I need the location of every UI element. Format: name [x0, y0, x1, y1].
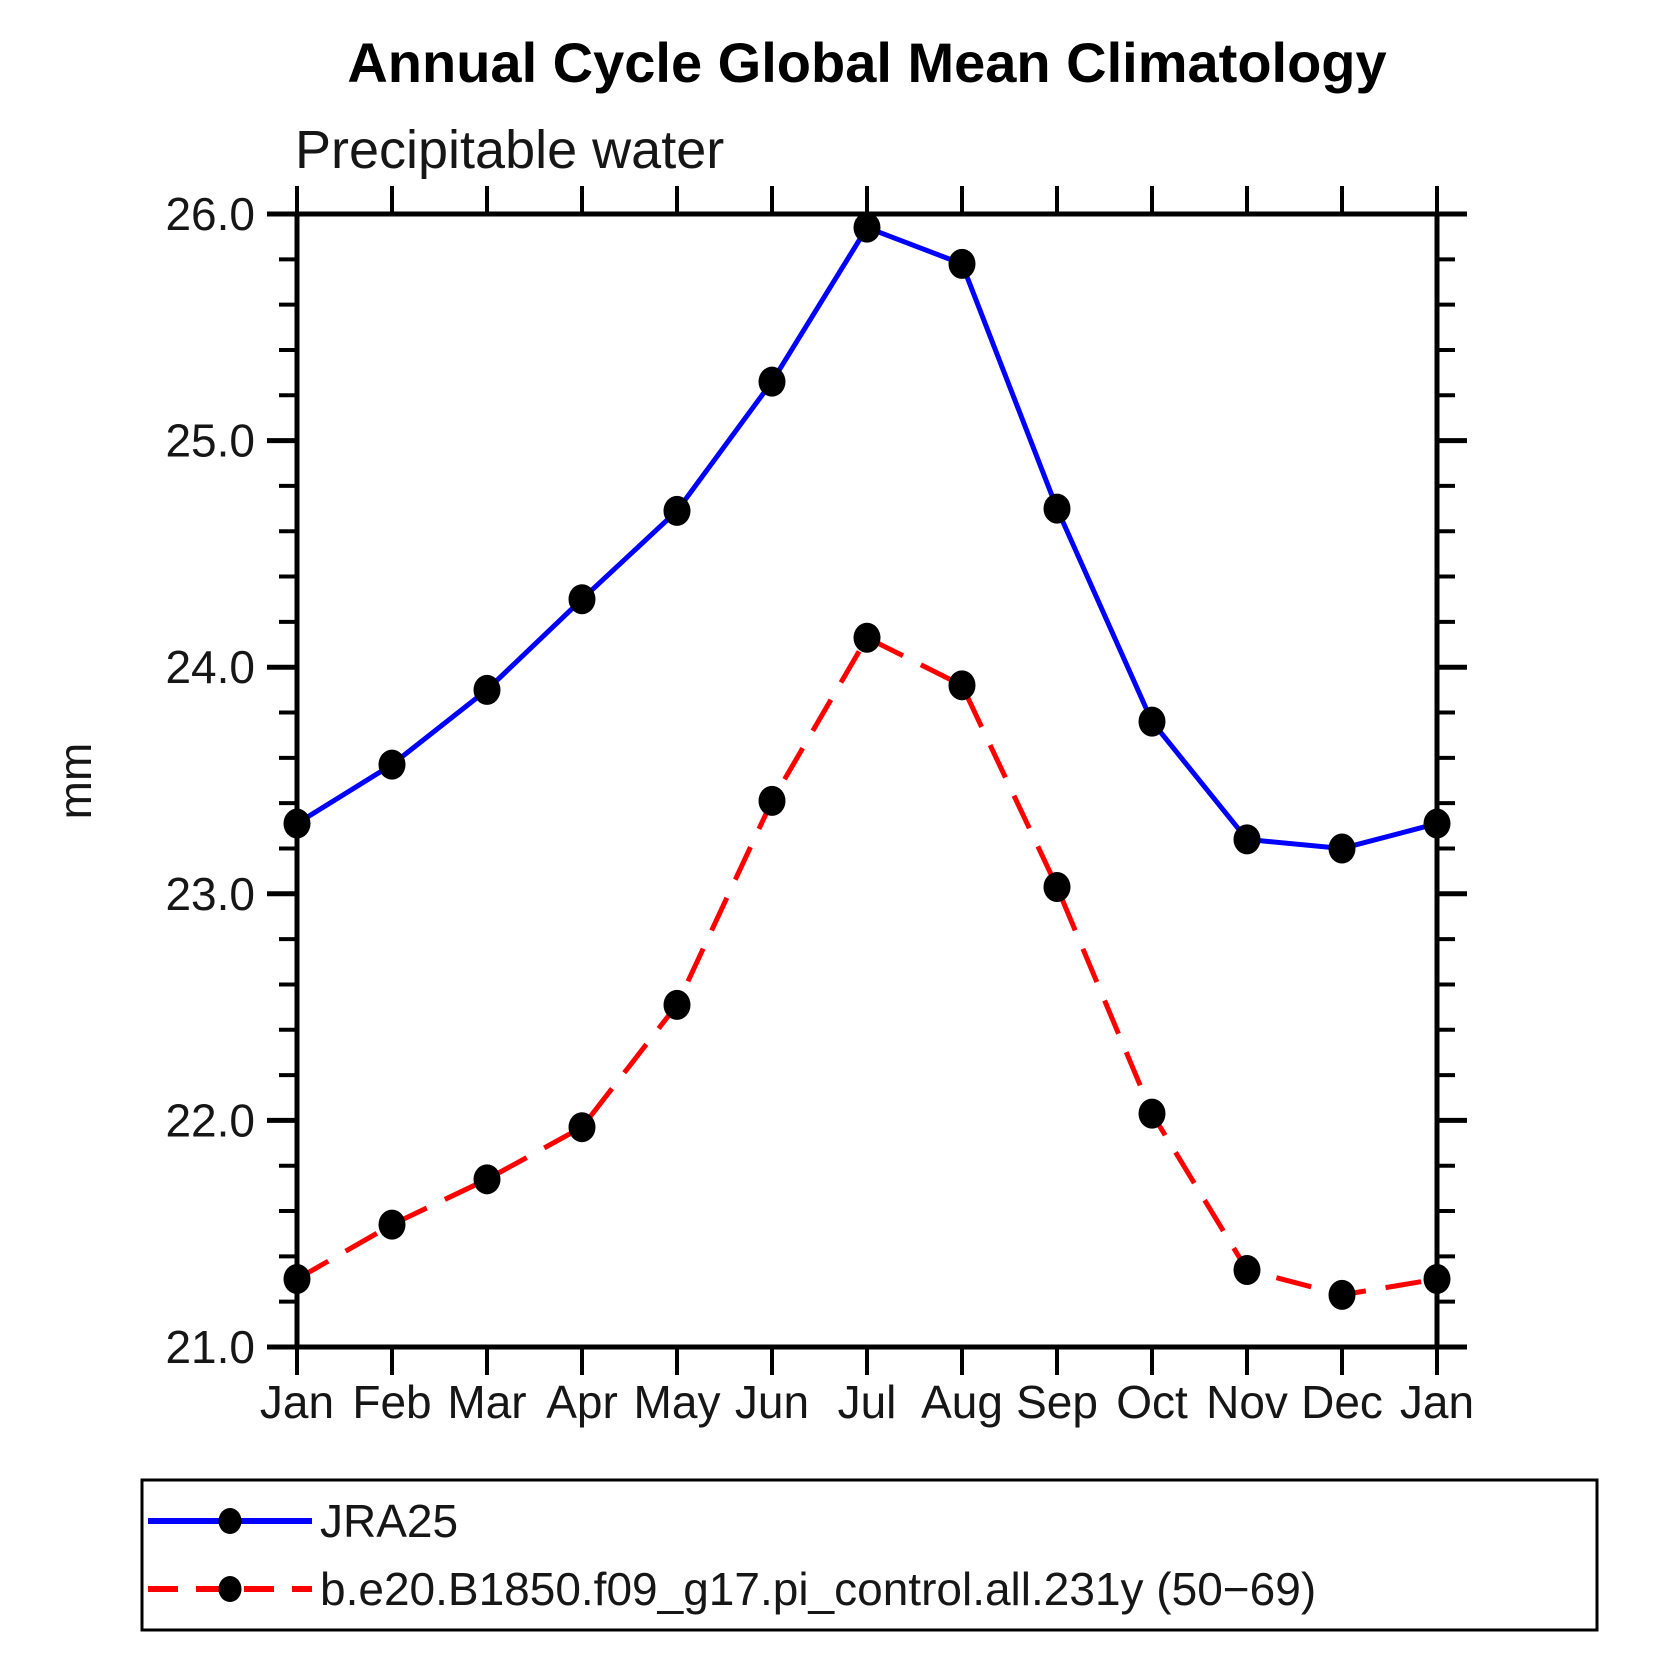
series-0-marker [853, 212, 881, 243]
y-tick-label: 24.0 [165, 641, 255, 693]
x-tick-label: Apr [546, 1376, 618, 1428]
series-0-marker [1138, 706, 1166, 737]
series-0-marker [378, 749, 406, 780]
x-tick-label: Aug [921, 1376, 1003, 1428]
x-tick-label: Jun [735, 1376, 809, 1428]
series-1-marker [1138, 1098, 1166, 1129]
series-0-marker [473, 674, 501, 705]
y-tick-labels: 21.0 22.0 23.0 24.0 25.0 26.0 [165, 188, 255, 1373]
series-1-marker [378, 1209, 406, 1240]
series-1-marker [663, 989, 691, 1020]
legend-box [140, 1478, 1599, 1632]
series-0-marker [1043, 493, 1071, 524]
series-1-marker [948, 670, 976, 701]
series-1-marker [568, 1112, 596, 1143]
series-1-marker [1233, 1254, 1261, 1285]
y-tick-label: 26.0 [165, 188, 255, 240]
series-1-marker [1043, 872, 1071, 903]
series-1-marker [758, 785, 786, 816]
series-1-marker [853, 622, 881, 653]
data-series [283, 212, 1451, 1310]
legend-marker-0 [218, 1508, 242, 1534]
series-0-marker [758, 366, 786, 397]
chart-subtitle: Precipitable water [295, 120, 724, 180]
y-tick-label: 25.0 [165, 415, 255, 467]
series-0-marker [663, 495, 691, 526]
series-0-marker [568, 584, 596, 615]
legend: JRA25 b.e20.B1850.f09_g17.pi_control.all.… [140, 1478, 1599, 1632]
x-tick-label: Oct [1116, 1376, 1188, 1428]
legend-label-0: JRA25 [320, 1495, 458, 1547]
series-1-marker [1328, 1279, 1356, 1310]
x-tick-label: Sep [1016, 1376, 1098, 1428]
y-tick-label: 22.0 [165, 1094, 255, 1146]
series-line-0 [295, 224, 1438, 852]
x-tick-label: Mar [447, 1376, 526, 1428]
series-0-marker [1423, 808, 1451, 839]
x-tick-labels: Jan Feb Mar Apr May Jun Jul Aug Sep Oct Nov Dec Jan [260, 1376, 1474, 1428]
series-1-marker [283, 1264, 311, 1295]
x-tick-label: Jan [1400, 1376, 1474, 1428]
series-1-marker [473, 1164, 501, 1195]
series-0-marker [283, 808, 311, 839]
series-line-1 [295, 634, 1438, 1298]
x-tick-label: Jan [260, 1376, 334, 1428]
x-tick-label: Jul [838, 1376, 897, 1428]
chart-title: Annual Cycle Global Mean Climatology [347, 31, 1386, 94]
series-0-marker [948, 248, 976, 279]
legend-marker-1 [218, 1576, 242, 1602]
y-axis-label: mm [49, 743, 101, 820]
series-1-marker [1423, 1264, 1451, 1295]
series-0-marker [1233, 824, 1261, 855]
x-tick-label: Nov [1206, 1376, 1288, 1428]
y-tick-label: 23.0 [165, 868, 255, 920]
axis-ticks [267, 186, 1467, 1375]
x-tick-label: Dec [1301, 1376, 1383, 1428]
plot-box [294, 211, 1440, 1350]
legend-label-1: b.e20.B1850.f09_g17.pi_control.all.231y … [320, 1563, 1316, 1615]
series-0-marker [1328, 833, 1356, 864]
x-tick-label: May [634, 1376, 721, 1428]
y-tick-label: 21.0 [165, 1321, 255, 1373]
x-tick-label: Feb [352, 1376, 431, 1428]
plot-frame [294, 211, 1440, 1350]
